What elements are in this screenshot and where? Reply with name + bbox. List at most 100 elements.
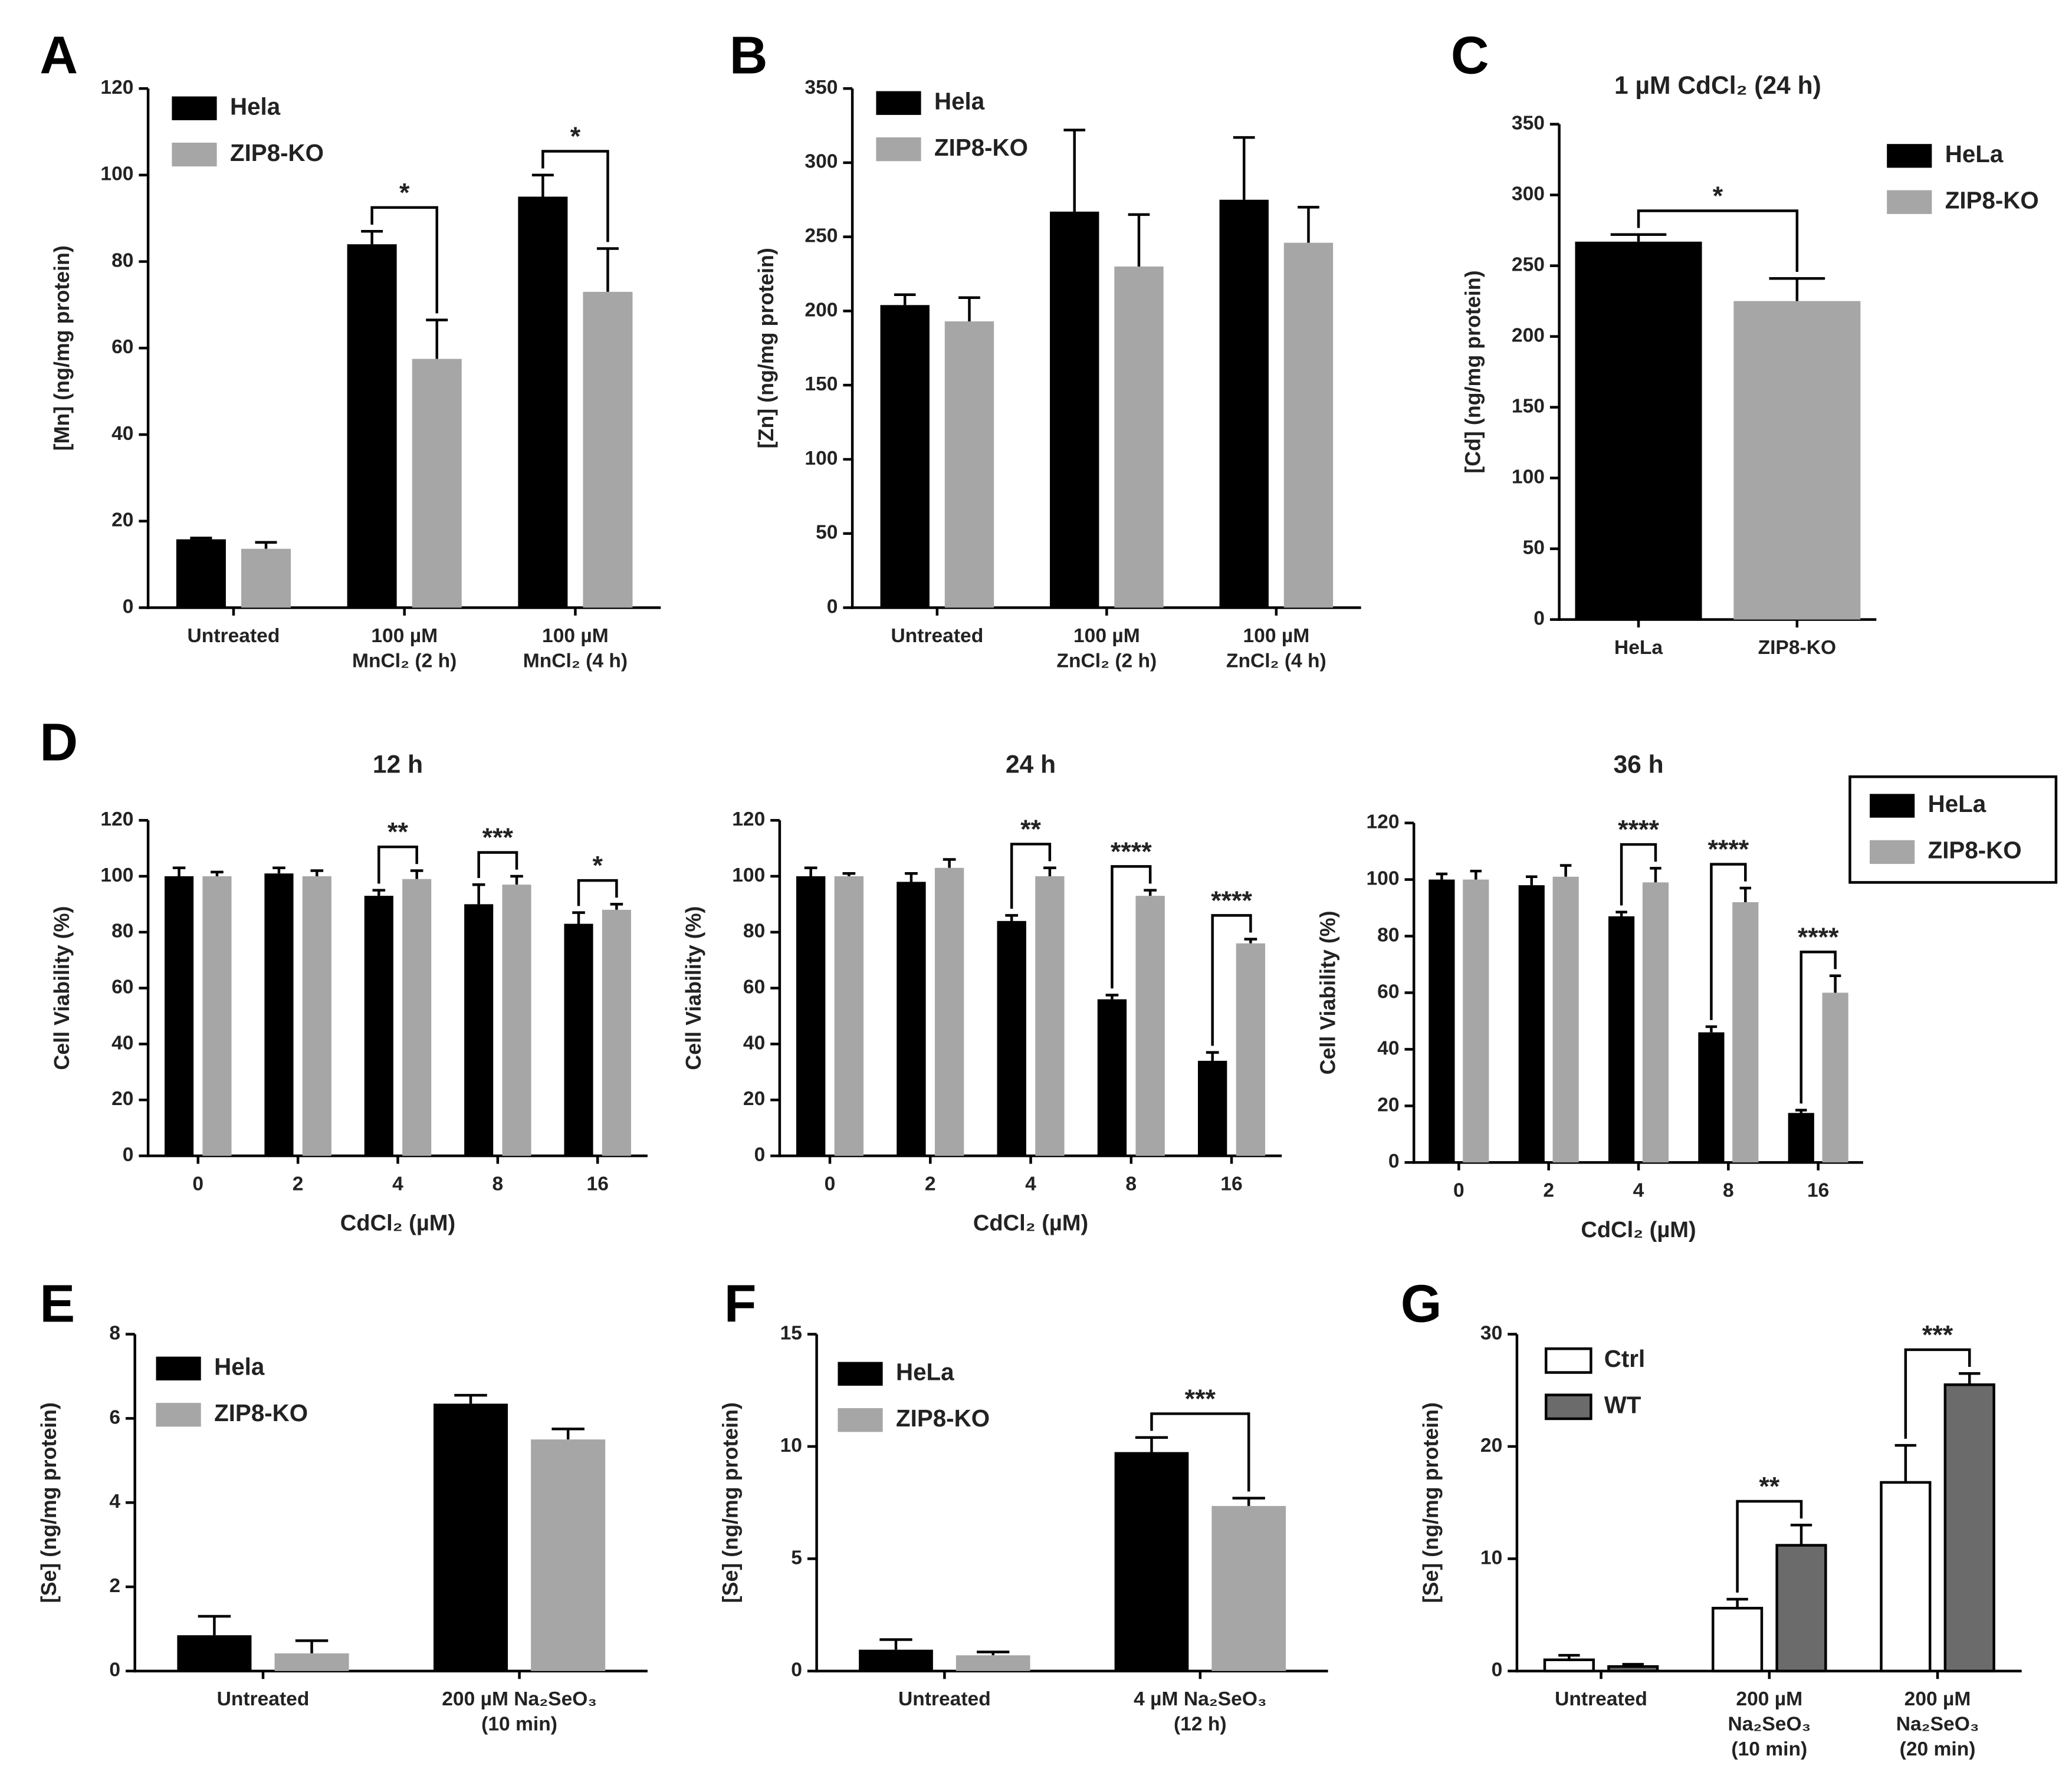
y-tick-label: 20 [1480, 1435, 1502, 1456]
y-tick-label: 20 [111, 1088, 133, 1110]
significance-label: *** [1922, 1320, 1953, 1349]
y-tick-label: 120 [100, 808, 133, 830]
y-tick-label: 100 [100, 163, 133, 185]
significance-label: * [1713, 181, 1723, 211]
y-tick-label: 6 [109, 1406, 120, 1428]
bar [1114, 1452, 1189, 1671]
chart-title: 1 µM CdCl₂ (24 h) [1614, 71, 1821, 100]
x-tick-label: 8 [1723, 1180, 1734, 1202]
significance-label: * [399, 177, 410, 207]
bar [934, 867, 964, 1156]
x-tick-label: 8 [1125, 1173, 1137, 1195]
y-tick-label: 0 [1534, 608, 1545, 630]
bar [834, 876, 864, 1156]
panel-label: G [1401, 1274, 1442, 1333]
significance-label: **** [1707, 834, 1749, 864]
y-tick-label: 300 [804, 151, 838, 173]
bar [202, 876, 232, 1156]
bar [1607, 1665, 1659, 1673]
x-tick-label: 100 µM ZnCl₂ (2 h) [1056, 625, 1157, 672]
bar [944, 321, 994, 608]
y-tick-label: 150 [804, 373, 838, 395]
bar [402, 879, 432, 1156]
significance-bracket [577, 879, 618, 906]
y-tick-label: 0 [754, 1144, 766, 1166]
x-tick-label: 8 [492, 1173, 504, 1195]
y-tick-label: 5 [791, 1547, 802, 1569]
y-tick-label: 200 [1512, 324, 1545, 346]
legend-label: HeLa [1945, 140, 2004, 167]
bar [796, 876, 826, 1156]
bar [564, 923, 593, 1156]
y-tick-label: 120 [1366, 811, 1399, 833]
x-tick-label: 16 [587, 1173, 609, 1195]
y-tick-label: 30 [1480, 1322, 1502, 1344]
x-axis-label: CdCl₂ (µM) [1581, 1218, 1696, 1242]
x-tick-label: 2 [925, 1173, 936, 1195]
bar [1198, 1060, 1227, 1156]
x-tick-label: 4 µM Na₂SeO₃ (12 h) [1134, 1688, 1266, 1735]
y-tick-label: 0 [1388, 1150, 1400, 1172]
y-tick-label: 100 [1366, 867, 1399, 889]
bar [1035, 876, 1065, 1156]
significance-label: * [592, 851, 603, 880]
x-tick-label: 2 [1543, 1180, 1554, 1202]
significance-label: *** [1185, 1384, 1216, 1413]
y-tick-label: 80 [111, 249, 133, 271]
legend-swatch [1544, 1347, 1592, 1374]
panel-label: C [1451, 25, 1489, 84]
legend-label: ZIP8-KO [1928, 837, 2022, 864]
significance-bracket [1111, 865, 1152, 989]
significance-label: ** [1759, 1471, 1779, 1501]
y-tick-label: 250 [1512, 254, 1545, 275]
bar [1732, 902, 1759, 1163]
x-tick-label: 4 [392, 1173, 403, 1195]
y-tick-label: 40 [111, 1032, 133, 1054]
legend-label: ZIP8-KO [934, 134, 1028, 161]
bar [1788, 1113, 1814, 1163]
y-tick-label: 200 [804, 299, 838, 321]
bar [1880, 1481, 1932, 1673]
x-tick-label: 200 µM Na₂SeO₃ (20 min) [1896, 1688, 1979, 1760]
y-tick-label: 40 [111, 423, 133, 445]
y-tick-label: 0 [123, 596, 134, 617]
bar [1518, 885, 1545, 1163]
y-tick-label: 350 [1512, 112, 1545, 134]
y-axis-label: [Cd] (ng/mg protein) [1462, 270, 1485, 473]
y-tick-label: 10 [1480, 1547, 1502, 1569]
bar [583, 291, 633, 608]
panel-label: A [40, 25, 78, 84]
y-tick-label: 100 [732, 864, 765, 886]
significance-bracket [370, 206, 438, 314]
bar [1219, 199, 1269, 608]
legend-label: Ctrl [1604, 1345, 1645, 1372]
bar [880, 305, 930, 608]
bar [518, 196, 568, 608]
bar [412, 359, 462, 608]
bar [1775, 1544, 1827, 1673]
bar [1698, 1032, 1725, 1163]
bar [859, 1649, 933, 1671]
significance-bracket [477, 851, 518, 879]
x-tick-label: 4 [1025, 1173, 1036, 1195]
y-axis-label: [Zn] (ng/mg protein) [754, 248, 778, 448]
significance-bracket [1150, 1412, 1250, 1492]
bar [1552, 876, 1579, 1163]
bar [1211, 1505, 1286, 1671]
x-tick-label: 4 [1633, 1180, 1644, 1202]
significance-label: **** [1798, 922, 1839, 952]
legend-label: ZIP8-KO [230, 139, 324, 166]
x-tick-label: Untreated [891, 625, 983, 647]
bar [434, 1403, 508, 1671]
y-tick-label: 50 [1523, 537, 1545, 559]
y-tick-label: 40 [743, 1032, 765, 1054]
significance-label: ** [1020, 814, 1041, 844]
significance-label: * [570, 121, 581, 151]
x-tick-label: Untreated [217, 1688, 310, 1710]
x-tick-label: HeLa [1614, 637, 1663, 659]
significance-label: **** [1111, 837, 1152, 866]
y-tick-label: 40 [1377, 1037, 1399, 1059]
y-tick-label: 20 [743, 1088, 765, 1110]
chart-title: 24 h [1006, 751, 1056, 779]
panel-label: D [40, 712, 78, 771]
